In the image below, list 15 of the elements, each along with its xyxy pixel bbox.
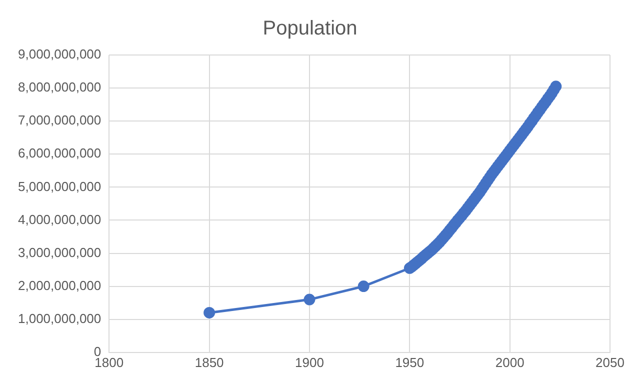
y-tick-label: 9,000,000,000 [18, 46, 102, 62]
chart-title: Population [262, 18, 358, 40]
y-tick-label: 8,000,000,000 [18, 80, 102, 95]
y-tick-label: 3,000,000,000 [18, 244, 102, 260]
x-tick-label: 1850 [194, 354, 224, 370]
y-tick-label: 2,000,000,000 [18, 278, 102, 293]
x-tick-label: 2050 [596, 354, 624, 370]
y-tick-label: 4,000,000,000 [18, 212, 102, 227]
y-tick-label: 7,000,000,000 [18, 112, 102, 128]
y-tick-label: 6,000,000,000 [18, 146, 102, 161]
x-tick-label: 2000 [495, 354, 524, 370]
x-tick-label: 1900 [295, 354, 324, 370]
y-tick-label: 5,000,000,000 [18, 178, 102, 194]
x-tick-label: 1950 [395, 354, 424, 370]
y-tick-label: 1,000,000,000 [18, 310, 102, 326]
